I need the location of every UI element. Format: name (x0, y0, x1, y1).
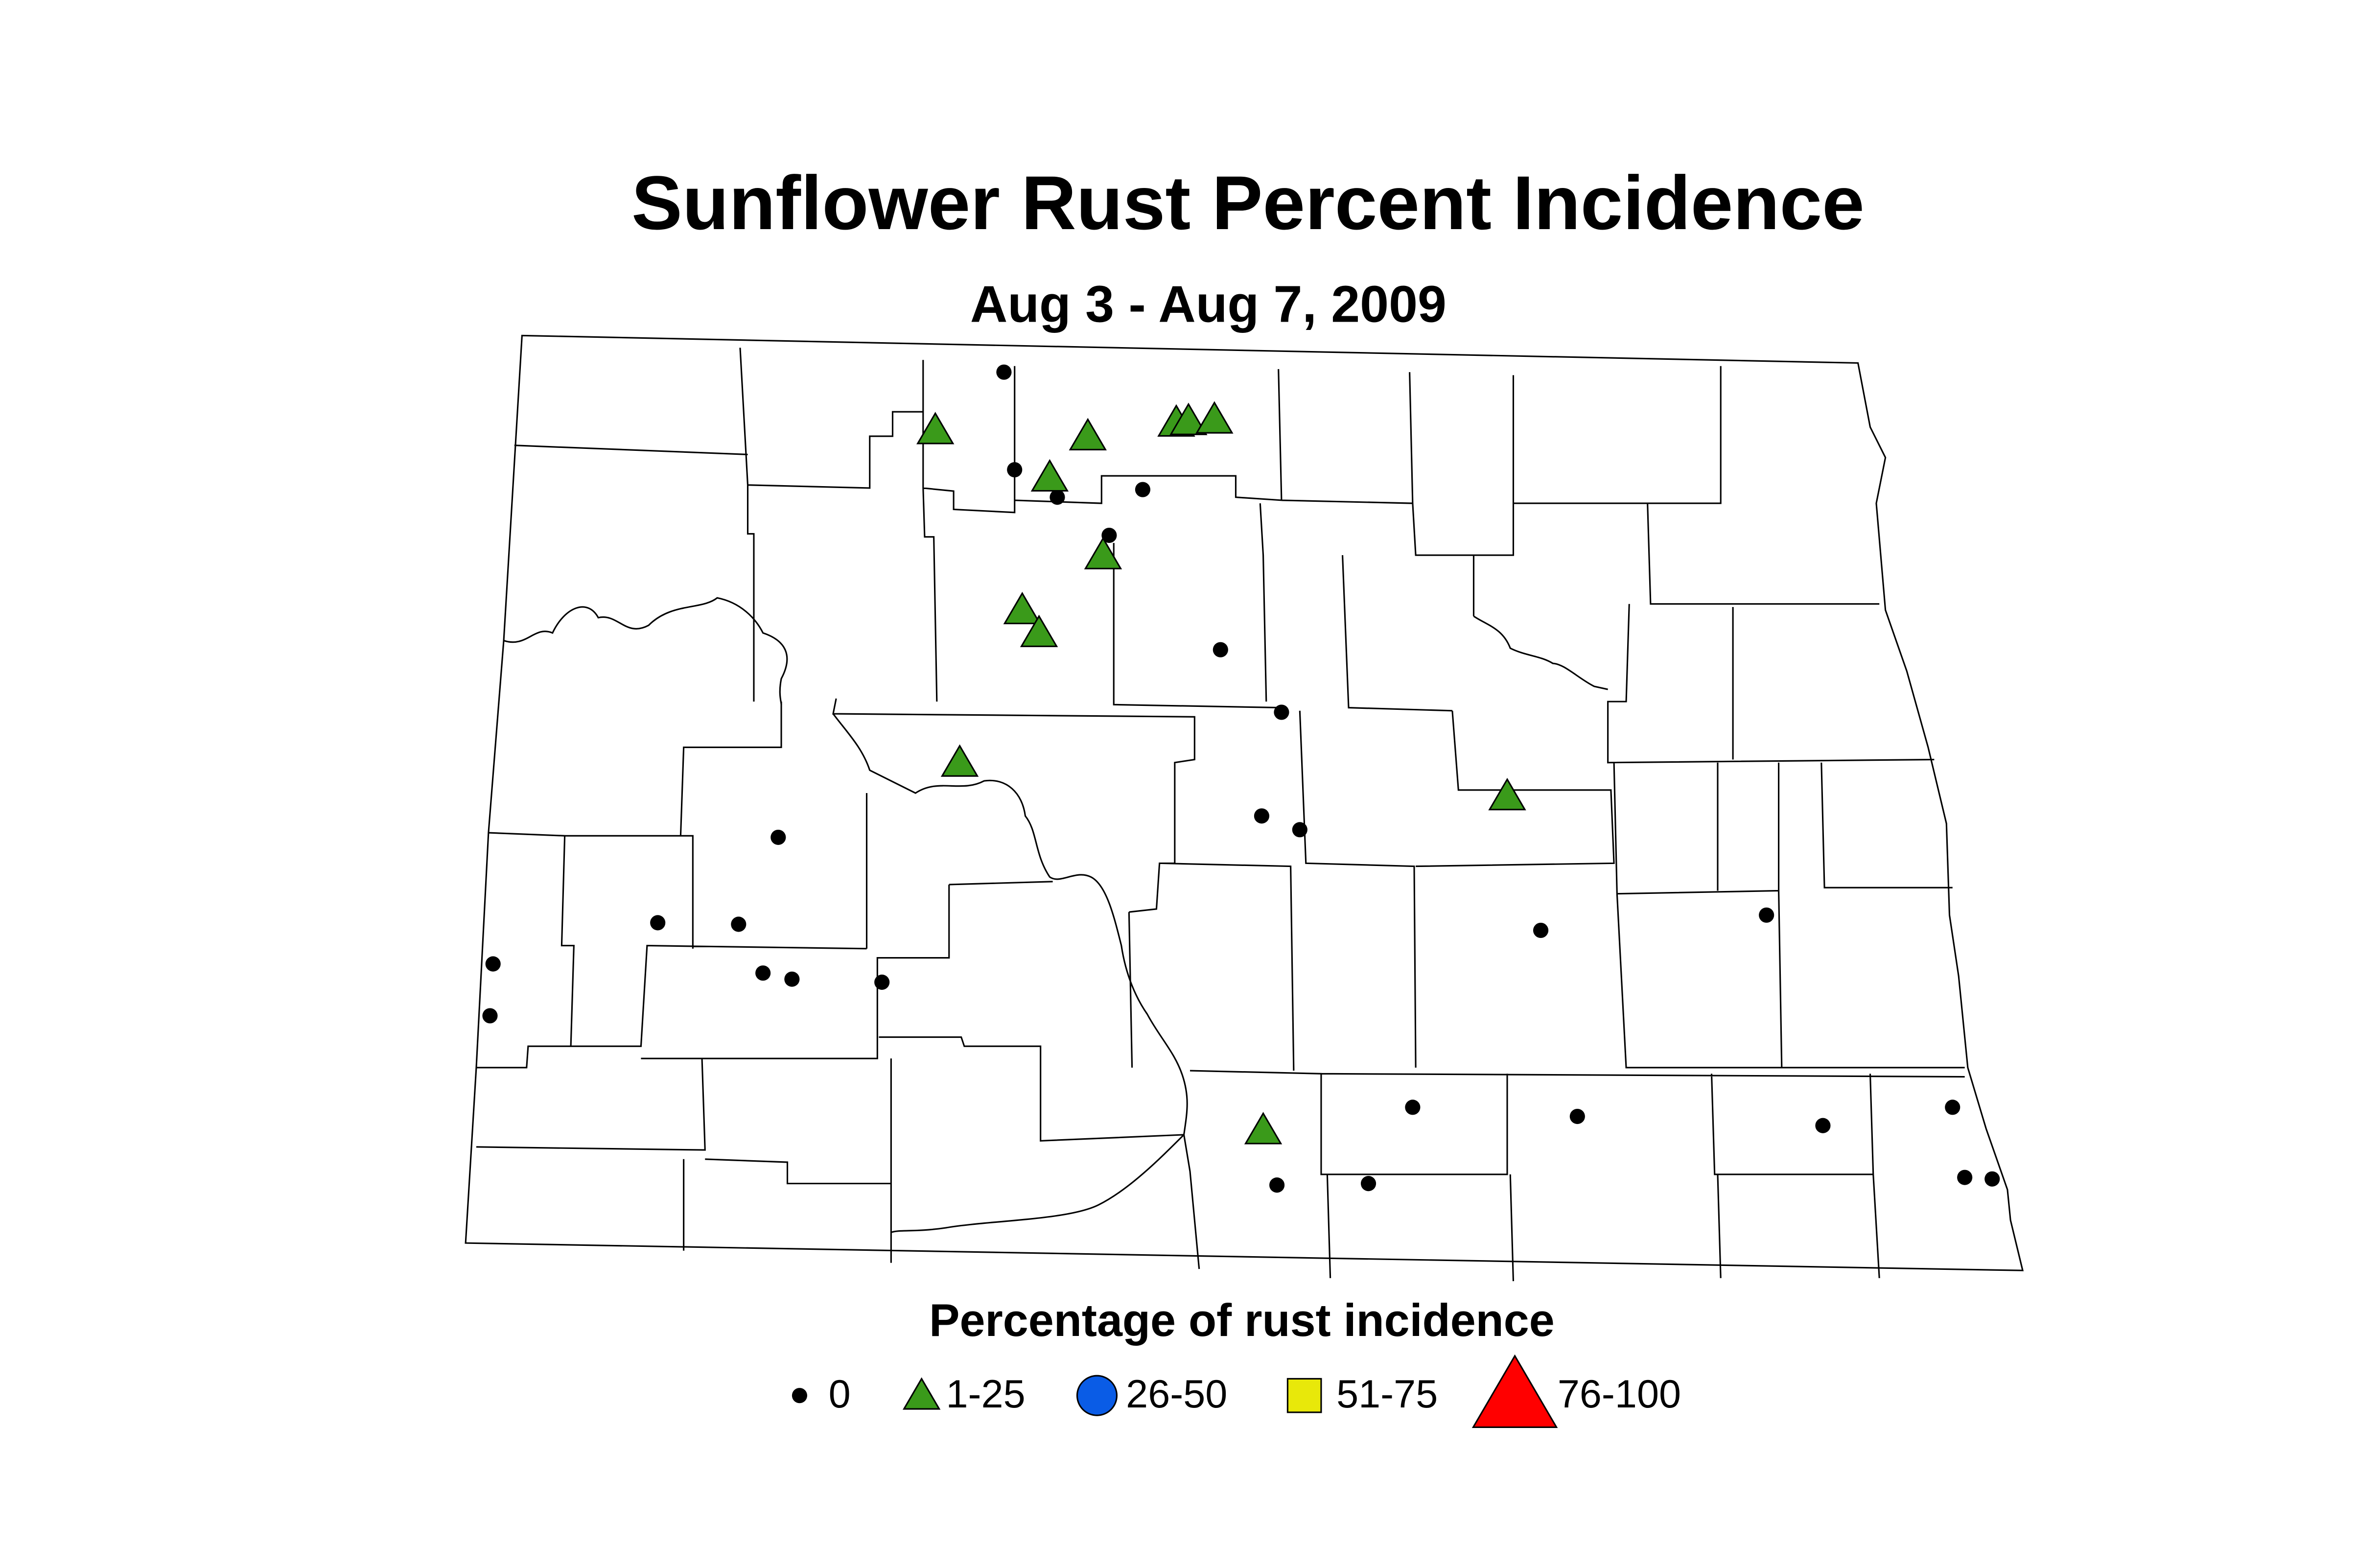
dot-symbol (1815, 1118, 1831, 1133)
map-subtitle: Aug 3 - Aug 7, 2009 (970, 275, 1447, 333)
dot-symbol (1254, 808, 1270, 824)
dot-symbol (1533, 922, 1549, 938)
dot-symbol (1135, 482, 1150, 497)
triangle-symbol (1195, 401, 1234, 434)
triangle-symbol (940, 744, 979, 777)
dot-symbol (996, 364, 1012, 380)
legend-label: 26-50 (1126, 1372, 1227, 1416)
river-2 (1473, 615, 1608, 690)
observation-points (482, 364, 2000, 1193)
river (503, 597, 1188, 1233)
legend-title: Percentage of rust incidence (929, 1294, 1555, 1346)
dot-symbol (755, 965, 771, 981)
dot-symbol (784, 971, 800, 987)
triangle-symbol (1169, 402, 1208, 435)
state-map (465, 334, 2024, 1282)
dot-symbol (1360, 1176, 1377, 1192)
dot-symbol (482, 1008, 498, 1024)
legend-label: 76-100 (1558, 1372, 1681, 1416)
dot-symbol (874, 974, 890, 990)
triangle-symbol (1244, 1112, 1283, 1145)
county-lines (476, 348, 1965, 1282)
dot-symbol (1945, 1100, 1960, 1115)
triangle-symbol (1020, 614, 1058, 647)
legend-label: 0 (829, 1372, 851, 1416)
dot-symbol (650, 915, 666, 931)
dot-symbol (1101, 527, 1117, 543)
triangle-symbol (916, 412, 955, 445)
triangle-symbol (1084, 537, 1122, 570)
dot-symbol (1050, 490, 1065, 505)
dot-symbol (1292, 822, 1307, 838)
legend: 0 1-25 26-50 51-75 76-100 (792, 1354, 1681, 1428)
dot-symbol (1405, 1100, 1421, 1115)
dot-symbol (770, 829, 786, 845)
triangle-symbol (902, 1377, 941, 1410)
dot-symbol (1007, 462, 1023, 478)
triangle-symbol (1471, 1354, 1558, 1428)
triangle-symbol (1003, 591, 1041, 625)
dot-symbol (792, 1388, 808, 1404)
dot-symbol (1569, 1108, 1585, 1124)
triangle-symbol (1030, 459, 1069, 492)
circle-symbol (1076, 1375, 1118, 1416)
dot-symbol (1759, 907, 1774, 923)
triangle-symbol (1069, 418, 1107, 451)
state-outline (465, 334, 2024, 1271)
dot-symbol (731, 916, 747, 932)
legend-label: 51-75 (1336, 1372, 1438, 1416)
square-symbol (1286, 1378, 1322, 1413)
dot-symbol (1984, 1171, 2000, 1187)
dot-symbol (1213, 642, 1228, 657)
dot-symbol (1274, 704, 1289, 720)
legend-label: 1-25 (946, 1372, 1026, 1416)
dot-symbol (1269, 1177, 1285, 1193)
dot-symbol (485, 956, 501, 972)
triangle-symbol (1488, 777, 1526, 811)
map-title: Sunflower Rust Percent Incidence (631, 161, 1865, 246)
dot-symbol (1957, 1170, 1973, 1185)
